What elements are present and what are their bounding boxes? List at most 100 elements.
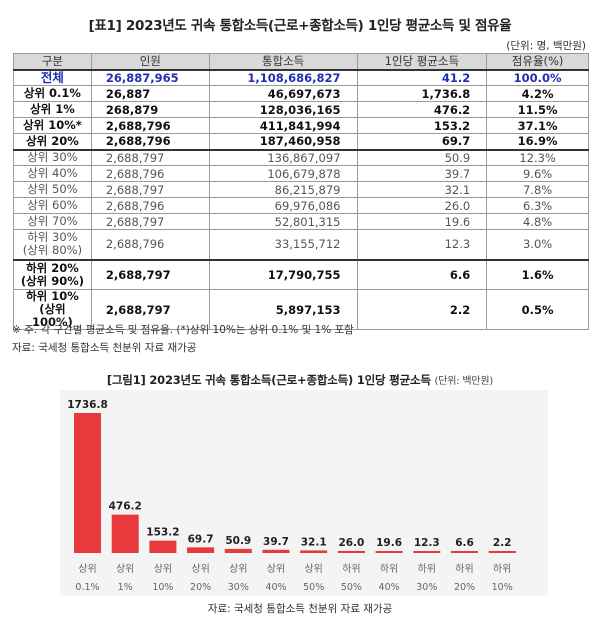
cell-share: 12.3%	[486, 149, 589, 166]
cell-share: 37.1%	[486, 117, 589, 134]
cell-people: 2,688,797	[90, 259, 210, 290]
table-unit: (단위: 명, 백만원)	[506, 40, 586, 52]
row-label-line: 상위 60%	[27, 198, 78, 212]
category-label-bottom: 30%	[228, 582, 249, 593]
header-category: 구분	[13, 53, 92, 70]
category-label-bottom: 20%	[190, 582, 211, 593]
row-label-line: 상위 20%	[26, 133, 79, 148]
bar	[375, 551, 403, 553]
category-label-top: 상위	[267, 562, 285, 575]
category-label-bottom: 0.1%	[75, 582, 99, 593]
category-label-bottom: 40%	[265, 582, 286, 593]
bar	[262, 549, 290, 553]
category-label-top: 상위	[304, 562, 322, 575]
cell-people: 2,688,797	[90, 289, 210, 330]
category-label-bottom: 20%	[454, 582, 475, 593]
bar	[337, 550, 365, 553]
bar-value-label: 26.0	[338, 537, 364, 549]
bar-value-label: 50.9	[225, 535, 251, 547]
cell-avg-income: 69.7	[356, 133, 488, 151]
row-label-line: (상위 90%)	[20, 273, 85, 288]
category-label-bottom: 50%	[303, 582, 324, 593]
row-label-line: 상위 70%	[27, 214, 78, 228]
table-row: 하위 10% (상위 100%) 2,688,797 5,897,153 2.2 0.5%	[13, 289, 589, 330]
cell-people: 2,688,797	[90, 149, 210, 166]
bar	[488, 551, 516, 553]
bar	[111, 514, 139, 553]
category-label-top: 상위	[116, 562, 134, 575]
income-table: 구분 인원 통합소득 1인당 평균소득 점유율(%) 전체 26,887,965 1…	[13, 53, 589, 330]
row-label: 상위 10%*	[13, 117, 92, 134]
table-row: 상위 40% 2,688,796 106,679,878 39.7 9.6%	[13, 165, 589, 182]
bar-value-label: 12.3	[414, 537, 440, 549]
row-label-line: 상위 40%	[27, 166, 78, 180]
cell-people: 2,688,797	[90, 181, 210, 198]
row-label: 상위 60%	[13, 197, 92, 214]
cell-share: 16.9%	[486, 133, 589, 151]
bar	[224, 548, 252, 553]
row-label-line: 하위 30%	[27, 230, 78, 245]
table-body: 전체 26,887,965 1,108,686,827 41.2 100.0% 상위 0.…	[13, 68, 589, 330]
category-label-top: 상위	[229, 562, 247, 575]
cell-share: 1.6%	[486, 259, 589, 290]
cell-avg-income: 12.3	[356, 229, 488, 261]
row-label-line: 하위 10%	[26, 289, 79, 303]
cell-people: 26,887,965	[90, 68, 210, 86]
bar-value-label: 69.7	[188, 533, 214, 545]
row-label-line: 전체	[40, 70, 64, 86]
cell-share: 100.0%	[486, 68, 589, 86]
cell-avg-income: 6.6	[356, 259, 488, 290]
cell-income: 46,697,673	[208, 85, 358, 102]
figure-source: 자료: 국세청 통합소득 천분위 자료 재가공	[207, 603, 393, 615]
category-label-top: 하위	[418, 562, 436, 575]
table-row: 상위 1% 268,879 128,036,165 476.2 11.5%	[13, 101, 589, 118]
table-row: 하위 30% (상위 80%) 2,688,796 33,155,712 12.3 3.0…	[13, 229, 589, 261]
bar	[451, 551, 478, 553]
table-row: 하위 20% (상위 90%) 2,688,797 17,790,755 6.6 1.6%	[13, 259, 589, 290]
cell-people: 2,688,796	[90, 229, 210, 261]
figure-title-text: [그림1] 2023년도 귀속 통합소득(근로+종합소득) 1인당 평균소득	[106, 373, 431, 387]
category-label-bottom: 50%	[341, 582, 362, 593]
bar	[149, 540, 177, 553]
row-label-line: 하위 20%	[26, 260, 79, 275]
figure-title: [그림1] 2023년도 귀속 통합소득(근로+종합소득) 1인당 평균소득 (…	[0, 372, 600, 388]
cell-income: 5,897,153	[208, 289, 358, 330]
bar-value-label: 32.1	[301, 536, 327, 548]
cell-income: 52,801,315	[208, 213, 358, 230]
table-row: 상위 20% 2,688,796 187,460,958 69.7 16.9%	[13, 133, 589, 151]
row-label-line: 상위 50%	[27, 182, 78, 196]
cell-people: 2,688,796	[90, 117, 210, 134]
category-label-bottom: 30%	[416, 582, 437, 593]
bar	[74, 413, 101, 553]
bar-value-label: 153.2	[146, 527, 179, 539]
bar-value-label: 476.2	[109, 501, 142, 513]
bar-value-label: 1736.8	[67, 399, 108, 411]
cell-income: 17,790,755	[208, 259, 358, 290]
category-label-top: 하위	[342, 562, 360, 575]
row-label: 상위 20%	[13, 133, 92, 151]
row-label-line: 상위 1%	[30, 102, 75, 116]
bar	[413, 551, 441, 553]
cell-avg-income: 2.2	[356, 289, 488, 330]
header-people: 인원	[90, 53, 210, 70]
cell-share: 11.5%	[486, 101, 589, 118]
cell-income: 69,976,086	[208, 197, 358, 214]
category-label-bottom: 10%	[492, 582, 513, 593]
figure-unit: (단위: 백만원)	[434, 376, 494, 387]
row-label: 하위 10% (상위 100%)	[13, 289, 92, 330]
category-label-top: 하위	[380, 562, 398, 575]
table-row: 전체 26,887,965 1,108,686,827 41.2 100.0%	[13, 68, 589, 86]
table-row: 상위 0.1% 26,887 46,697,673 1,736.8 4.2%	[13, 85, 589, 102]
bar-value-label: 2.2	[493, 537, 512, 549]
bar	[187, 547, 215, 553]
cell-income: 187,460,958	[208, 133, 358, 151]
bar-value-label: 39.7	[263, 536, 289, 548]
bar	[300, 550, 328, 553]
table-note: ※ 주. 각 구간별 평균소득 및 점유율. (*)상위 10%는 상위 0.1…	[12, 324, 354, 336]
category-label-bottom: 40%	[379, 582, 400, 593]
cell-share: 9.6%	[486, 165, 589, 182]
row-label-line: (상위 80%)	[22, 243, 83, 258]
cell-income: 33,155,712	[208, 229, 358, 261]
chart-background	[60, 390, 548, 596]
